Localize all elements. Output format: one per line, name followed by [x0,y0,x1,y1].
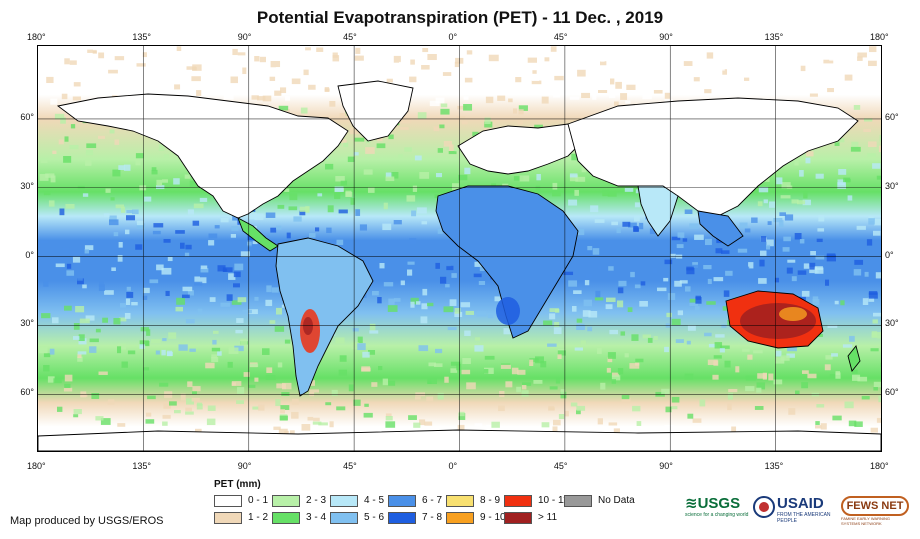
legend-swatch [446,494,474,507]
legend-label: 4 - 5 [364,495,385,506]
legend-label: 10 - 11 [538,495,569,506]
longitude-label: 180° [870,461,889,471]
fewsnet-logo: FEWS NET FAMINE EARLY WARNING SYSTEMS NE… [841,496,909,528]
longitude-label: 180° [27,32,46,42]
longitude-label: 90° [237,461,252,471]
graticule-lines [38,46,881,451]
legend-item: > 11 [504,511,557,524]
legend-swatch [272,511,300,524]
greenland [337,80,414,142]
latitude-label: 60° [20,111,34,122]
legend-item: 4 - 5 [330,494,384,507]
legend-item: 9 - 10 [446,511,506,524]
longitude-label: 135° [764,32,784,42]
legend-label: 8 - 9 [480,495,501,506]
legend-swatch [272,494,300,507]
latitude-label: 60° [885,111,899,122]
southeast-asia [697,210,744,247]
usgs-logo: ≋USGS science for a changing world [685,495,749,519]
legend-title: PET (mm) [214,479,261,490]
longitude-label: 0° [448,461,458,471]
legend-swatch [388,511,416,524]
legend-label: 1 - 2 [248,512,269,523]
legend-swatch [446,511,474,524]
legend-item: No Data [564,494,635,507]
central-america [237,217,279,252]
latitude-label: 30° [20,318,34,329]
pet-legend: 0 - 1 1 - 2 2 - 3 3 - 4 4 - 5 5 - 6 6 - 7 7 - 8… [214,494,654,530]
north-america [56,93,349,219]
legend-swatch [214,494,242,507]
map-credit: Map produced by USGS/EROS [10,515,164,527]
legend-label: 0 - 1 [248,495,269,506]
legend-label: > 11 [538,512,557,523]
longitude-label: 45° [553,461,568,471]
legend-swatch [214,511,242,524]
longitude-label: 0° [448,32,458,42]
legend-item: 8 - 9 [446,494,500,507]
latitude-label: 60° [885,387,899,398]
longitude-label: 90° [659,461,673,471]
legend-swatch [504,511,532,524]
usaid-seal-icon [753,496,775,528]
legend-swatch [330,494,358,507]
legend-item: 0 - 1 [214,494,268,507]
longitude-label: 90° [659,32,673,42]
europe [457,123,584,175]
legend-label: 5 - 6 [364,512,385,523]
legend-label: 2 - 3 [306,495,327,506]
south-america [275,237,374,397]
longitude-label: 135° [764,461,784,471]
longitude-label: 180° [27,461,46,471]
africa [435,185,579,339]
legend-swatch [564,494,592,507]
legend-item: 10 - 11 [504,494,568,507]
latitude-label: 60° [20,387,34,398]
pet-map-canvas [38,46,881,451]
legend-label: 3 - 4 [306,512,327,523]
latitude-label: 30° [885,318,899,329]
longitude-label: 45° [553,32,568,42]
legend-item: 2 - 3 [272,494,326,507]
partner-logos: ≋USGS science for a changing world USAID… [685,496,910,528]
asia [567,97,859,217]
legend-label: 9 - 10 [480,512,506,523]
usaid-logo: USAID FROM THE AMERICAN PEOPLE [777,495,831,525]
legend-item: 7 - 8 [388,511,442,524]
longitude-label: 45° [343,461,357,471]
latitude-label: 0° [25,249,34,260]
longitude-label: 135° [132,32,151,42]
new-zealand [847,345,861,372]
legend-swatch [330,511,358,524]
latitude-label: 0° [885,249,894,260]
longitude-label: 45° [343,32,357,42]
pet-map [37,45,882,452]
legend-label: 6 - 7 [422,495,443,506]
latitude-label: 30° [885,180,899,191]
legend-label: 7 - 8 [422,512,443,523]
legend-item: 5 - 6 [330,511,384,524]
longitude-label: 180° [870,32,889,42]
latitude-label: 30° [20,180,34,191]
longitude-label: 135° [132,461,151,471]
legend-item: 6 - 7 [388,494,442,507]
legend-item: 1 - 2 [214,511,268,524]
longitude-label: 90° [237,32,252,42]
map-title: Potential Evapotranspiration (PET) - 11 … [256,8,664,27]
legend-swatch [388,494,416,507]
pet-hotspots [300,297,816,353]
legend-label: No Data [598,495,635,506]
legend-swatch [504,494,532,507]
legend-item: 3 - 4 [272,511,326,524]
